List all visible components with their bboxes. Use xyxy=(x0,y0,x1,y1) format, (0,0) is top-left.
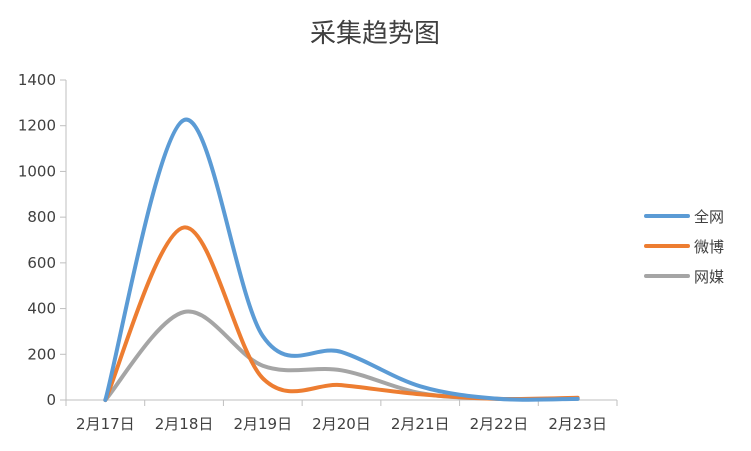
chart-title: 采集趋势图 xyxy=(310,19,440,49)
y-tick-label: 800 xyxy=(27,208,56,226)
x-tick-label: 2月23日 xyxy=(548,415,607,433)
x-tick-label: 2月20日 xyxy=(312,415,371,433)
x-tick-label: 2月21日 xyxy=(391,415,450,433)
legend-label: 网媒 xyxy=(694,268,724,286)
y-tick-label: 600 xyxy=(27,254,56,272)
y-tick-label: 1000 xyxy=(18,162,56,180)
y-tick-label: 1400 xyxy=(18,71,56,89)
series-lines xyxy=(103,117,580,402)
x-tick-label: 2月22日 xyxy=(470,415,529,433)
x-tick-label: 2月19日 xyxy=(233,415,292,433)
y-tick-label: 1200 xyxy=(18,117,56,135)
x-tick-label: 2月18日 xyxy=(155,415,214,433)
x-axis-ticks: 2月17日 2月18日 2月19日 2月20日 2月21日 2月22日 2月23日 xyxy=(65,400,618,433)
y-tick-label: 400 xyxy=(27,300,56,318)
legend-label: 微博 xyxy=(694,238,724,256)
y-tick-label: 0 xyxy=(46,391,56,409)
series-line-1 xyxy=(103,117,580,402)
legend-label: 全网 xyxy=(694,208,724,226)
y-tick-label: 200 xyxy=(27,345,56,363)
y-axis-ticks: 0 200 400 600 800 1000 1200 1400 xyxy=(18,71,66,409)
x-tick-label: 2月17日 xyxy=(76,415,135,433)
